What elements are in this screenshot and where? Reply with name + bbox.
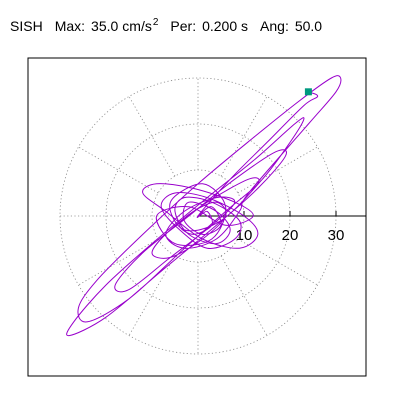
polar-grid <box>59 77 337 355</box>
ang-label: Ang: <box>260 18 289 34</box>
grid-spoke <box>128 255 176 336</box>
grid-spoke <box>220 96 268 177</box>
max-unit-exponent: 2 <box>152 17 159 28</box>
grid-spoke <box>78 146 159 194</box>
trace-group <box>66 75 342 337</box>
radial-tick-labels: 10 20 30 <box>236 227 345 244</box>
trace-end-marker <box>304 88 312 96</box>
grid-spoke <box>237 238 318 286</box>
grid-spoke <box>237 146 318 194</box>
ang-value: 50.0 <box>294 18 323 34</box>
max-value: 35.0 <box>91 18 119 34</box>
particle-motion-trace <box>66 75 342 337</box>
max-label: Max: <box>54 18 86 34</box>
grid-spoke <box>128 96 176 177</box>
max-unit: cm/s <box>122 18 152 34</box>
grid-spoke <box>220 255 268 336</box>
plot-frame <box>27 57 367 377</box>
chart-header: SISH Max: 35.0 cm/s2 Per: 0.200 s Ang: 50.0 <box>10 16 322 39</box>
per-label: Per: <box>170 18 197 34</box>
station-code: SISH <box>10 18 43 34</box>
end-marker-group <box>304 88 312 96</box>
radial-tick-label: 30 <box>328 227 345 244</box>
per-value: 0.200 s <box>202 18 249 34</box>
radial-tick-label: 20 <box>282 227 299 244</box>
grid-spoke <box>78 238 159 286</box>
